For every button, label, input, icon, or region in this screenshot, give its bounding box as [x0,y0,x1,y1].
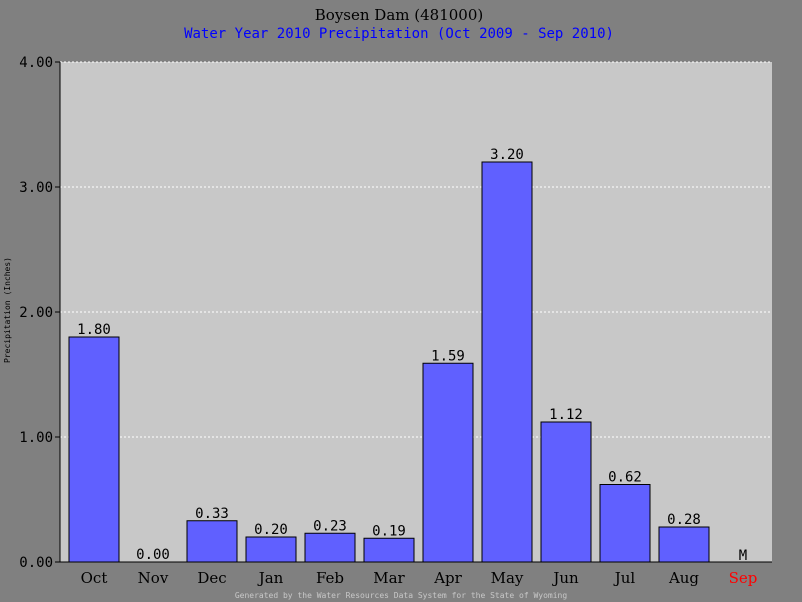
x-tick-label: Sep [729,569,758,587]
y-axis-label: Precipitation (Inches) [3,257,12,363]
chart-title: Boysen Dam (481000) [315,6,483,24]
y-tick-label: 1.00 [19,430,53,446]
data-label: M [739,548,747,564]
data-label: 1.12 [549,407,583,423]
data-label: 1.80 [77,322,111,338]
bar [599,484,651,563]
x-tick-label: May [491,569,524,587]
bar [658,526,710,563]
bar [304,532,356,563]
data-labels: 1.80 0.00 0.33 0.20 0.23 0.19 1.59 3.20 1.12 0.62… [77,147,747,564]
x-tick-label: Dec [197,569,226,587]
data-label: 1.59 [431,348,465,364]
data-label: 0.20 [254,522,288,538]
grid-lines [60,61,772,438]
data-label: 0.62 [608,470,642,486]
bar [68,336,120,563]
x-tick-label: Jun [551,569,579,587]
x-tick-label: Aug [668,569,699,587]
data-label: 3.20 [490,147,524,163]
data-label: 0.19 [372,523,406,539]
data-label: 0.23 [313,518,347,534]
x-tick-label: Feb [316,569,344,587]
y-tick-label: 4.00 [19,55,53,71]
x-tick-label: Apr [433,569,462,587]
chart-subtitle: Water Year 2010 Precipitation (Oct 2009 … [184,26,614,42]
data-label: 0.28 [667,512,701,528]
y-tick-labels: 0.00 1.00 2.00 3.00 4.00 [19,55,60,571]
bar [186,520,238,563]
x-tick-label: Jan [257,569,284,587]
x-tick-label: Jul [613,569,636,587]
data-label: 0.33 [195,506,229,522]
x-tick-label: Nov [138,569,169,587]
x-tick-label: Mar [373,569,405,587]
data-label: 0.00 [136,547,170,563]
bar [363,537,415,563]
bar [422,362,474,563]
y-tick-label: 2.00 [19,305,53,321]
x-tick-label: Oct [81,569,108,587]
bar [245,536,297,563]
bar [481,161,533,563]
y-tick-label: 0.00 [19,555,53,571]
x-tick-labels: Oct Nov Dec Jan Feb Mar Apr May Jun Jul Aug Sep [81,569,758,587]
y-tick-label: 3.00 [19,180,53,196]
bar [540,421,592,563]
footer-credit: Generated by the Water Resources Data Sy… [235,591,568,600]
